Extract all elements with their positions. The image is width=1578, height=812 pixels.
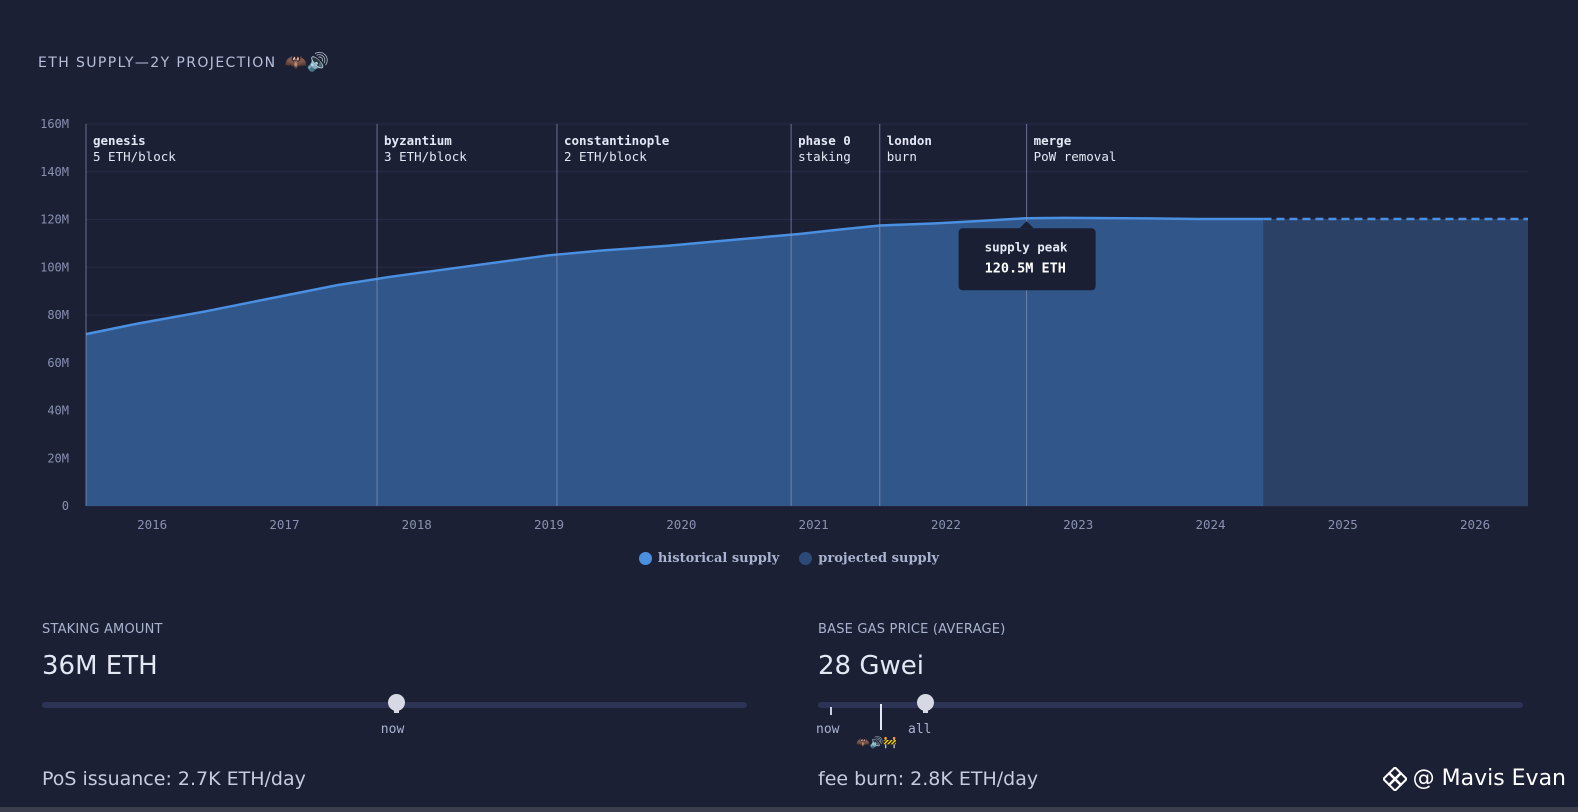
event-title: constantinople [564, 133, 670, 148]
gas-label: BASE GAS PRICE (AVERAGE) [818, 622, 1006, 637]
y-tick-label: 0 [62, 499, 69, 513]
event-title: byzantium [384, 133, 452, 148]
legend-label-projected: projected supply [818, 551, 940, 566]
x-tick-label: 2016 [137, 517, 167, 532]
x-tick-label: 2025 [1328, 517, 1358, 532]
watermark: @ Mavis Evan [1382, 766, 1566, 791]
event-subtitle: 3 ETH/block [384, 149, 467, 164]
y-tick-label: 140M [40, 165, 69, 179]
x-tick-label: 2026 [1460, 517, 1490, 532]
gas-now-label: now [816, 722, 840, 737]
watermark-text: @ Mavis Evan [1412, 766, 1566, 791]
chart-title: ETH SUPPLY—2Y PROJECTION 🦇🔊 [38, 52, 329, 73]
legend-dot-projected [799, 552, 813, 565]
tooltip-title: supply peak [985, 239, 1068, 254]
gas-slider-thumb[interactable] [916, 694, 934, 713]
event-subtitle: PoW removal [1034, 149, 1117, 164]
x-tick-label: 2024 [1195, 517, 1225, 532]
y-tick-label: 20M [47, 451, 69, 465]
x-tick-label: 2021 [799, 517, 829, 532]
chart-legend: historical supply projected supply [0, 551, 1578, 566]
gas-ultrasound-tick [880, 704, 882, 730]
y-tick-label: 60M [47, 356, 69, 370]
ultrasound-marker-icon: 🦇🔊🚧 [856, 736, 898, 749]
gas-value: 28 Gwei [818, 651, 924, 681]
event-subtitle: 5 ETH/block [93, 149, 176, 164]
fee-burn: fee burn: 2.8K ETH/day [818, 768, 1039, 790]
staking-panel: STAKING AMOUNT 36M ETH now PoS issuance:… [42, 622, 747, 790]
bat-speaker-icon: 🦇🔊 [284, 52, 330, 73]
staking-slider-thumb[interactable] [387, 694, 405, 713]
staking-value: 36M ETH [42, 651, 158, 681]
y-tick-label: 40M [47, 404, 69, 418]
historical-line [85, 216, 1264, 336]
y-tick-label: 160M [40, 117, 69, 131]
y-tick-label: 120M [40, 213, 69, 227]
legend-label-historical: historical supply [657, 551, 780, 566]
staking-now-label: now [380, 722, 405, 737]
x-tick-label: 2020 [666, 517, 696, 532]
event-title: merge [1034, 133, 1072, 148]
staking-slider[interactable] [42, 694, 747, 713]
tooltip-value: 120.5M ETH [985, 260, 1066, 276]
x-tick-label: 2018 [402, 517, 432, 532]
gas-now-tick [830, 707, 832, 715]
legend-item-projected[interactable]: projected supply [799, 551, 939, 566]
x-tick-label: 2017 [269, 517, 299, 532]
binance-logo-icon [1382, 766, 1407, 791]
chart-title-text: ETH SUPPLY—2Y PROJECTION [38, 54, 277, 71]
axis-layer: 0 20M 40M 60M 80M 100M 120M 140M 160M 2016 2017 201… [40, 117, 1490, 532]
pos-issuance: PoS issuance: 2.7K ETH/day [42, 768, 306, 790]
projected-area [1263, 219, 1528, 506]
event-subtitle: burn [887, 149, 917, 164]
area-layer [85, 216, 1528, 507]
x-tick-label: 2023 [1063, 517, 1093, 532]
x-tick-label: 2019 [534, 517, 564, 532]
bottom-strip [0, 807, 1578, 812]
gas-all-label: all [908, 722, 932, 737]
gas-slider[interactable] [818, 694, 1523, 730]
event-title: phase 0 [798, 133, 851, 148]
event-subtitle: staking [798, 149, 851, 164]
event-subtitle: 2 ETH/block [564, 149, 647, 164]
tooltip-box [958, 228, 1096, 291]
gas-panel: BASE GAS PRICE (AVERAGE) 28 Gwei now all… [816, 622, 1523, 790]
y-tick-label: 100M [40, 260, 69, 274]
legend-item-historical[interactable]: historical supply [638, 551, 780, 566]
legend-dot-historical [638, 552, 652, 565]
y-tick-label: 80M [47, 308, 69, 322]
staking-label: STAKING AMOUNT [42, 622, 163, 637]
event-title: genesis [93, 133, 146, 148]
tooltip-arrow [1019, 221, 1034, 229]
annotation-layer: supply peak 120.5M ETH [958, 221, 1096, 291]
x-tick-label: 2022 [931, 517, 961, 532]
event-title: london [887, 133, 932, 148]
